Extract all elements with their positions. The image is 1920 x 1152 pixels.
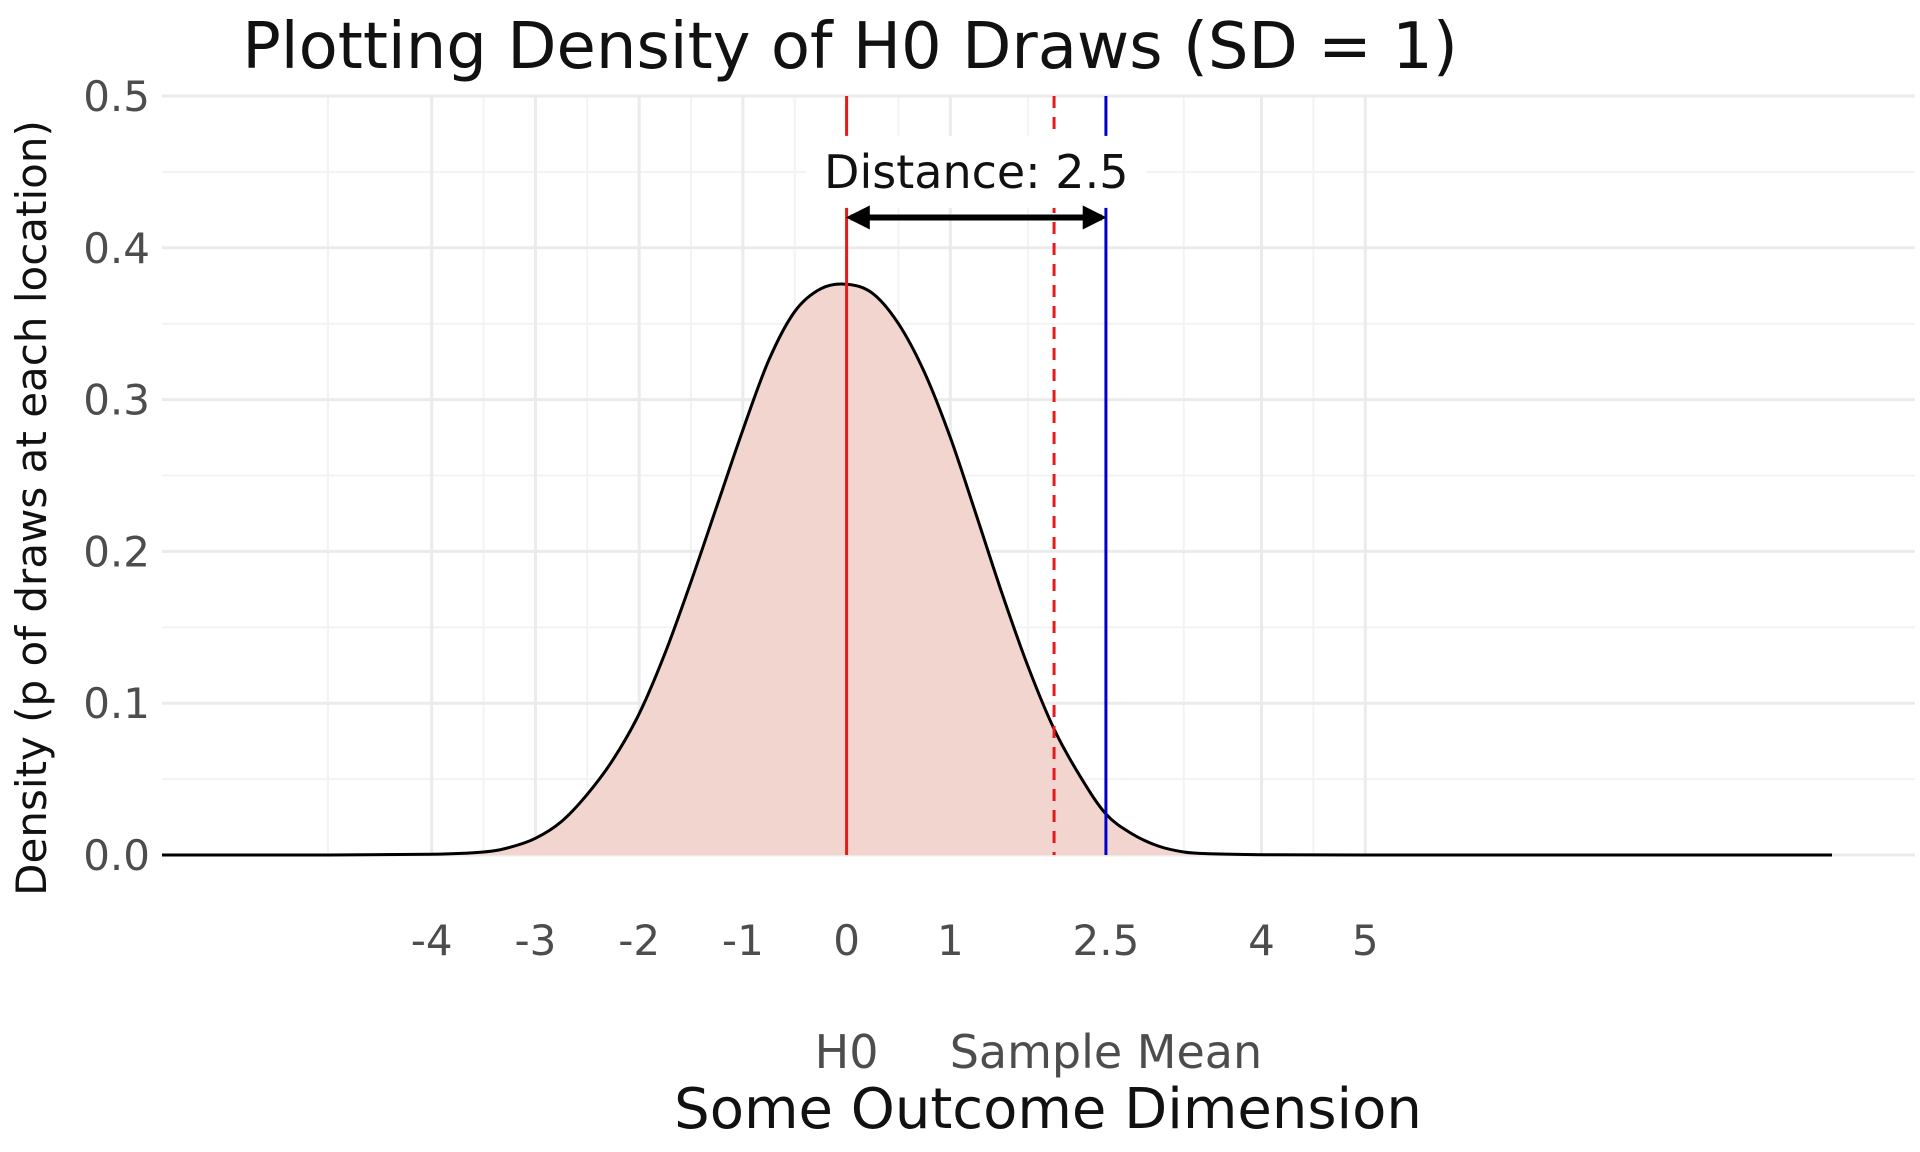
- x-sublabel: H0: [815, 1025, 879, 1079]
- y-tick-label: 0.1: [83, 679, 150, 728]
- x-tick-label: -2: [618, 916, 660, 965]
- x-tick-label: -1: [722, 916, 764, 965]
- x-tick-label: 4: [1248, 916, 1275, 965]
- y-tick-label: 0.2: [83, 527, 150, 576]
- distance-annotation: Distance: 2.5: [824, 145, 1128, 199]
- x-axis-ticks: -4 -3 -2 -1 0 1 2.5 4 5: [411, 916, 1379, 965]
- y-axis-label: Density (p of draws at each location): [7, 120, 56, 896]
- y-tick-label: 0.5: [83, 72, 150, 121]
- y-axis-ticks: 0.0 0.1 0.2 0.3 0.4 0.5: [83, 72, 150, 880]
- density-curve: [162, 282, 1833, 857]
- x-axis-sublabels: H0 Sample Mean: [815, 1025, 1262, 1079]
- x-tick-label: 5: [1352, 916, 1379, 965]
- x-tick-label: -3: [514, 916, 556, 965]
- x-tick-label: -4: [411, 916, 453, 965]
- chart-title: Plotting Density of H0 Draws (SD = 1): [242, 10, 1458, 84]
- y-tick-label: 0.3: [83, 376, 150, 425]
- x-axis-label: Some Outcome Dimension: [674, 1077, 1422, 1142]
- y-tick-label: 0.4: [83, 224, 150, 273]
- x-tick-label: 1: [937, 916, 964, 965]
- x-sublabel: Sample Mean: [950, 1025, 1262, 1079]
- y-tick-label: 0.0: [83, 831, 150, 880]
- x-tick-label: 0: [833, 916, 860, 965]
- distance-annotation-background: [806, 135, 1147, 208]
- x-tick-label: 2.5: [1073, 916, 1140, 965]
- density-area: [162, 283, 1833, 855]
